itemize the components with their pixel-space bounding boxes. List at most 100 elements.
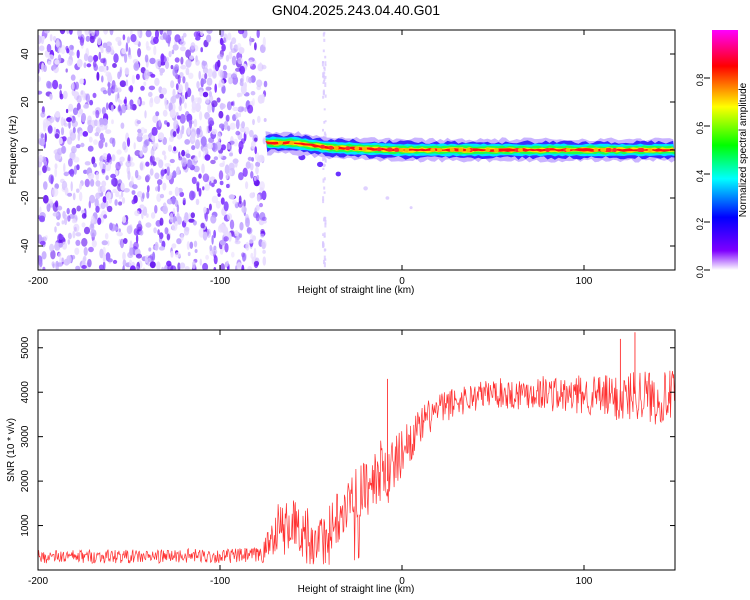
noise-blob	[56, 262, 63, 267]
faint-column-dot	[323, 186, 326, 190]
noise-blob	[198, 70, 201, 80]
noise-blob	[99, 124, 106, 131]
faint-column-dot	[323, 259, 325, 265]
noise-blob	[39, 240, 46, 246]
noise-blob	[254, 137, 258, 142]
noise-blob	[115, 93, 118, 103]
noise-blob	[124, 53, 128, 63]
noise-blob	[131, 74, 136, 85]
carrier-trace	[265, 131, 675, 163]
noise-blob	[204, 154, 211, 161]
noise-blob	[153, 227, 157, 234]
noise-blob	[183, 226, 190, 236]
noise-blob	[127, 251, 134, 259]
noise-blob	[141, 209, 144, 220]
noise-blob	[189, 241, 194, 249]
noise-blob	[241, 206, 247, 214]
noise-blob	[262, 249, 266, 254]
noise-blob	[182, 76, 186, 84]
noise-blob	[131, 199, 136, 205]
noise-blob	[185, 59, 192, 68]
noise-blob	[131, 190, 136, 195]
noise-blob	[112, 188, 117, 194]
noise-blob	[63, 162, 66, 173]
noise-blob	[226, 101, 232, 111]
noise-blob	[225, 260, 229, 267]
noise-blob	[142, 134, 149, 141]
noise-blob	[179, 262, 186, 269]
noise-blob	[153, 95, 161, 105]
faint-column-dot	[322, 90, 325, 96]
noise-blob	[176, 166, 181, 175]
noise-blob	[223, 201, 229, 212]
noise-blob	[102, 253, 107, 263]
noise-blob	[91, 156, 96, 165]
noise-blob	[140, 85, 145, 91]
noise-blob	[55, 38, 60, 48]
noise-blob	[159, 232, 164, 240]
noise-blob	[55, 266, 59, 270]
noise-blob	[215, 200, 221, 209]
noise-blob	[136, 120, 141, 125]
noise-blob	[95, 205, 100, 213]
noise-blob	[238, 105, 245, 113]
noise-blob	[222, 64, 227, 71]
faint-column-dot	[323, 262, 326, 268]
noise-blob	[206, 30, 213, 34]
noise-blob	[218, 153, 224, 159]
noise-blob	[38, 154, 43, 163]
faint-column-dot	[322, 157, 325, 162]
noise-blob	[122, 34, 126, 41]
noise-blob	[39, 206, 42, 215]
noise-blob	[129, 85, 134, 93]
noise-blob	[184, 81, 189, 92]
noise-blob	[82, 131, 89, 137]
noise-blob	[190, 212, 195, 219]
noise-blob	[174, 252, 181, 258]
noise-blob	[193, 118, 198, 128]
noise-blob	[153, 36, 159, 44]
noise-blob	[196, 133, 200, 139]
noise-blob	[159, 217, 164, 226]
noise-blob	[102, 137, 106, 143]
noise-blob	[207, 117, 214, 127]
noise-blob	[195, 139, 200, 150]
y-tick-label: 2000	[20, 470, 31, 493]
carrier-node	[289, 140, 295, 145]
noise-blob	[93, 162, 97, 168]
noise-blob	[128, 259, 133, 268]
noise-blob	[189, 190, 195, 201]
noise-blob	[165, 173, 172, 181]
carrier-band-layer	[265, 141, 675, 152]
noise-blob	[142, 144, 148, 154]
noise-blob	[102, 118, 108, 126]
noise-blob	[237, 200, 243, 208]
faint-column-dot	[324, 64, 327, 67]
faint-column-dot	[323, 121, 326, 124]
noise-blob	[218, 123, 225, 129]
noise-blob	[83, 246, 88, 256]
noise-blob	[205, 98, 210, 104]
faint-column-dot	[322, 178, 325, 183]
noise-blob	[229, 219, 235, 230]
noise-blob	[220, 40, 225, 45]
faint-column-dot	[323, 131, 326, 135]
noise-blob	[122, 141, 127, 151]
noise-blob	[39, 259, 43, 268]
noise-blob	[125, 160, 132, 168]
noise-blob	[160, 169, 165, 176]
noise-blob	[46, 167, 51, 172]
noise-blob	[241, 252, 245, 258]
noise-blob	[93, 139, 98, 145]
faint-column-dot	[324, 82, 327, 87]
noise-blob	[113, 53, 119, 64]
noise-blob	[122, 265, 125, 270]
noise-blob	[55, 111, 61, 118]
noise-blob	[218, 170, 224, 181]
noise-blob	[231, 37, 237, 45]
noise-blob	[169, 136, 174, 143]
noise-blob	[104, 161, 112, 172]
faint-column-dot	[324, 55, 327, 59]
noise-blob	[146, 185, 150, 193]
noise-blob	[169, 212, 174, 223]
